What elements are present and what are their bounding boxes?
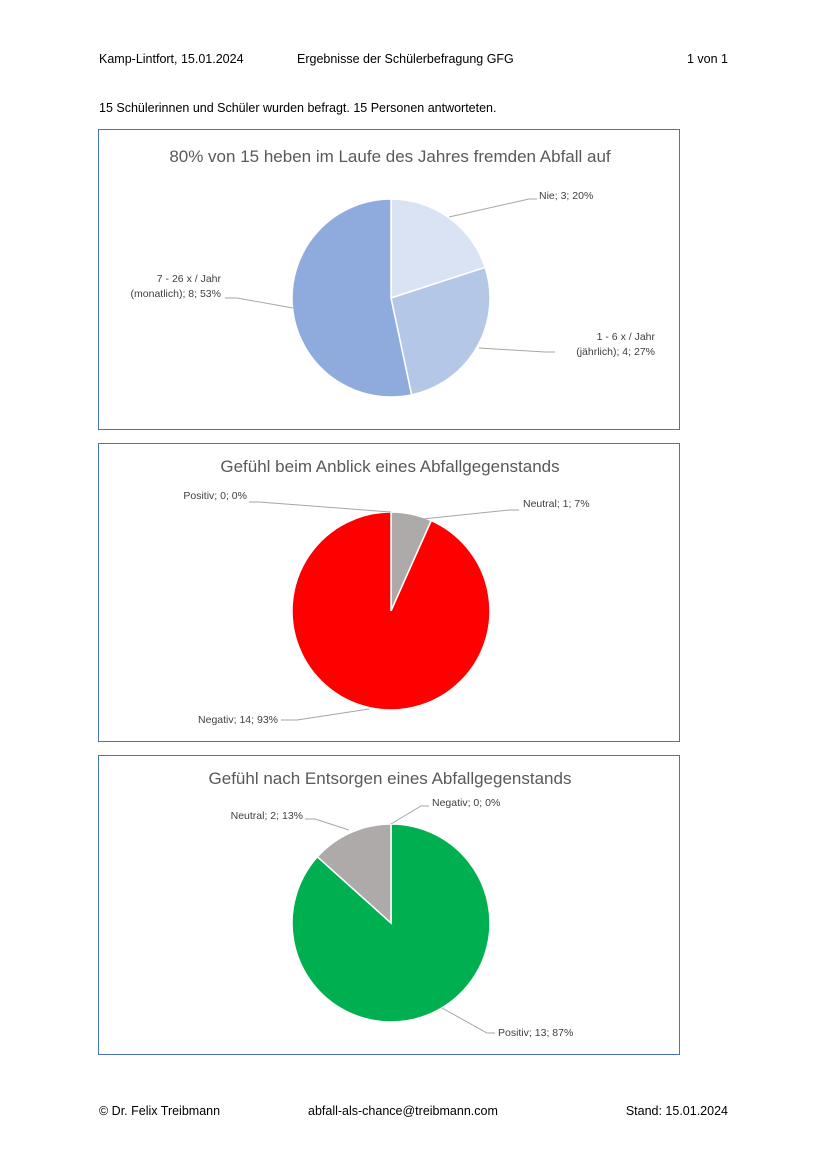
pie-slice-neutral bbox=[316, 823, 392, 925]
leader-line-positiv bbox=[441, 1007, 495, 1034]
leader-line-negativ bbox=[390, 805, 429, 825]
footer-email: abfall-als-chance@treibmann.com bbox=[308, 1104, 498, 1118]
header-place-date: Kamp-Lintfort, 15.01.2024 bbox=[99, 52, 244, 66]
chart-frequency-box: 80% von 15 heben im Laufe des Jahres fre… bbox=[98, 129, 680, 430]
pie-chart-2: Gefühl beim Anblick eines Abfallgegensta… bbox=[183, 457, 590, 726]
leader-line-1-6-x-jahr-j-hrlich bbox=[478, 347, 555, 353]
header-title: Ergebnisse der Schülerbefragung GFG bbox=[297, 52, 514, 66]
footer-stand: Stand: 15.01.2024 bbox=[625, 1104, 728, 1118]
leader-line-nie bbox=[448, 198, 537, 218]
leader-line-7-26-x-jahr-monatlich bbox=[225, 297, 294, 309]
data-label-positiv: Positiv; 0; 0% bbox=[183, 490, 247, 502]
footer-author: © Dr. Felix Treibmann bbox=[99, 1104, 221, 1118]
data-label-neutral: Neutral; 1; 7% bbox=[523, 498, 590, 510]
data-label-positiv: Positiv; 13; 87% bbox=[498, 1027, 573, 1039]
data-label-1-6-x-jahr-j-hrlich: (jährlich); 4; 27% bbox=[576, 346, 655, 358]
header-page-number: 1 von 1 bbox=[686, 52, 728, 66]
chart-feeling-seeing-box: Gefühl beim Anblick eines Abfallgegensta… bbox=[98, 443, 680, 742]
leader-line-negativ bbox=[281, 708, 370, 721]
data-label-7-26-x-jahr-monatlich: (monatlich); 8; 53% bbox=[131, 288, 221, 300]
chart-title: Gefühl nach Entsorgen eines Abfallgegens… bbox=[209, 769, 572, 788]
data-label-negativ: Negativ; 14; 93% bbox=[198, 714, 278, 726]
pie-slice-negativ bbox=[291, 511, 491, 711]
pie-chart-3: Gefühl nach Entsorgen eines Abfallgegens… bbox=[209, 769, 574, 1039]
chart-feeling-disposal-box: Gefühl nach Entsorgen eines Abfallgegens… bbox=[98, 755, 680, 1055]
pie-slice-nie bbox=[390, 198, 487, 300]
leader-line-neutral bbox=[412, 509, 519, 521]
intro-text: 15 Schülerinnen und Schüler wurden befra… bbox=[99, 101, 497, 115]
data-label-1-6-x-jahr-j-hrlich: 1 - 6 x / Jahr bbox=[597, 331, 656, 343]
chart-title: 80% von 15 heben im Laufe des Jahres fre… bbox=[169, 147, 611, 166]
data-label-7-26-x-jahr-monatlich: 7 - 26 x / Jahr bbox=[157, 273, 222, 285]
leader-line-positiv bbox=[249, 501, 392, 513]
chart-title: Gefühl beim Anblick eines Abfallgegensta… bbox=[220, 457, 559, 476]
data-label-nie: Nie; 3; 20% bbox=[539, 190, 593, 202]
data-label-neutral: Neutral; 2; 13% bbox=[231, 810, 303, 822]
pie-chart-1: 80% von 15 heben im Laufe des Jahres fre… bbox=[131, 147, 656, 398]
pie-slice-1-6-x-jahr-j-hrlich bbox=[390, 266, 491, 396]
data-label-negativ: Negativ; 0; 0% bbox=[432, 797, 500, 809]
leader-line-neutral bbox=[305, 818, 350, 831]
